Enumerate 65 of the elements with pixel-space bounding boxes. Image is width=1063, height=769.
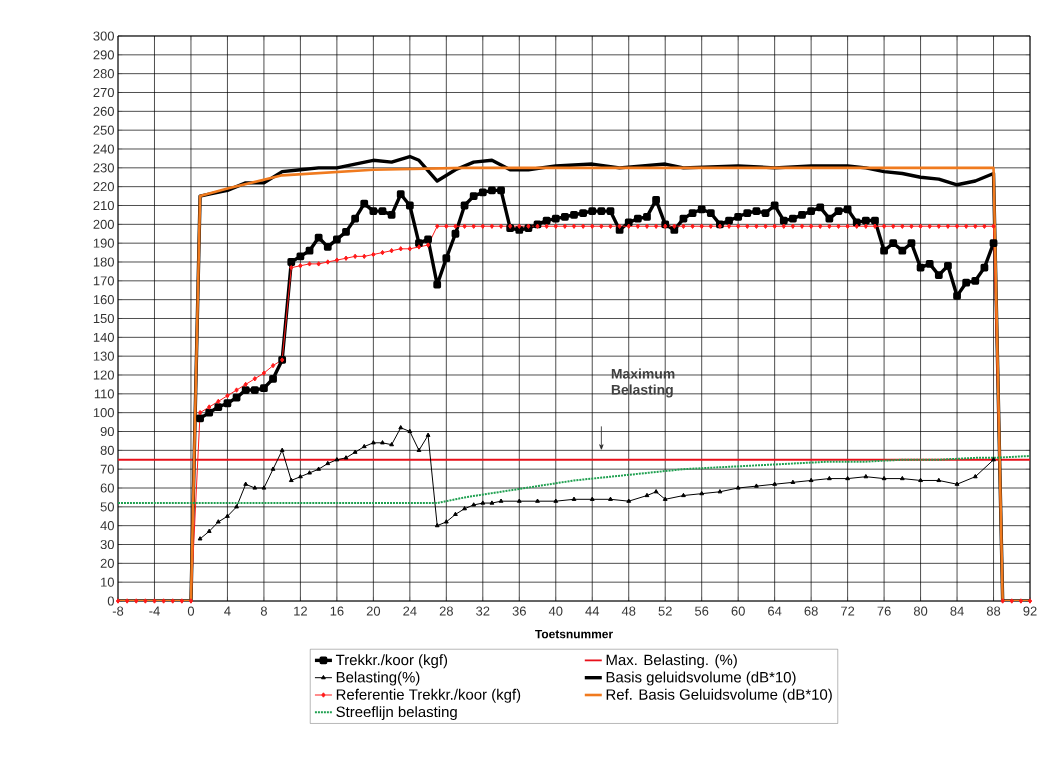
y-tick-label: 290: [93, 50, 114, 60]
y-tick-label: 120: [93, 370, 114, 380]
x-tick-label: 12: [294, 606, 307, 616]
y-tick-label: 270: [93, 87, 114, 98]
y-tick-label: 10: [101, 577, 114, 587]
x-tick-label: 60: [731, 606, 745, 616]
y-tick-label: 100: [93, 408, 114, 418]
legend-label: Referentie Trekkr./koor (kgf): [336, 688, 521, 703]
y-tick-label: 0: [107, 596, 114, 606]
legend-label: Max. Belasting. (%): [606, 654, 737, 669]
y-tick-label: 80: [100, 445, 114, 455]
x-tick-label: 24: [403, 606, 417, 616]
x-tick-label: 20: [366, 606, 381, 616]
x-tick-label: 0: [187, 606, 195, 616]
x-tick-label: 16: [330, 606, 344, 616]
y-tick-label: 230: [93, 163, 114, 173]
x-tick-label: 56: [695, 606, 709, 616]
y-tick-label: 110: [94, 389, 114, 399]
x-tick-label: 28: [439, 606, 453, 616]
y-tick-label: 30: [100, 539, 114, 550]
y-tick-label: 200: [93, 219, 114, 229]
y-tick-label: 190: [93, 238, 114, 248]
x-tick-label: -8: [112, 606, 124, 616]
x-tick-label: 36: [512, 606, 526, 616]
x-tick-label: 72: [841, 606, 855, 616]
y-tick-label: 210: [93, 200, 114, 211]
y-tick-label: 140: [93, 332, 114, 342]
legend-label: Basis geluidsvolume (dB*10): [606, 671, 796, 686]
x-tick-label: 8: [260, 606, 267, 616]
y-tick-label: 260: [93, 106, 114, 116]
x-tick-label: 52: [658, 606, 672, 616]
legend-label: Belasting(%): [336, 671, 420, 686]
y-tick-label: 180: [93, 257, 114, 267]
x-tick-label: 68: [804, 606, 818, 616]
x-tick-label: 92: [1023, 606, 1037, 616]
x-tick-label: 48: [621, 606, 636, 616]
y-tick-label: 280: [93, 69, 114, 79]
y-tick-label: 50: [100, 502, 114, 512]
x-tick-label: 4: [224, 606, 231, 616]
y-tick-label: 160: [93, 295, 114, 305]
x-tick-label: 88: [986, 606, 1001, 616]
y-tick-label: 40: [100, 521, 114, 531]
y-tick-label: 220: [93, 182, 114, 192]
y-tick-label: 60: [100, 483, 114, 493]
legend-label: Streeflijn belasting: [336, 706, 457, 721]
x-tick-label: 80: [913, 606, 928, 616]
x-tick-label: 44: [585, 606, 600, 616]
x-tick-label: -4: [149, 606, 160, 616]
x-tick-label: 64: [768, 606, 782, 616]
y-tick-label: 300: [93, 31, 114, 41]
y-tick-label: 70: [100, 464, 114, 474]
x-tick-label: 32: [476, 606, 490, 616]
x-tick-label: 84: [950, 606, 964, 616]
x-tick-label: 40: [548, 606, 563, 616]
x-tick-label: 76: [877, 606, 891, 616]
legend-label: Trekkr./koor (kgf): [335, 654, 448, 669]
y-tick-label: 240: [93, 144, 114, 154]
y-tick-label: 250: [93, 125, 114, 135]
y-tick-label: 90: [100, 426, 114, 437]
x-axis-title: Toetsnummer: [535, 629, 613, 639]
y-tick-label: 130: [93, 351, 114, 361]
y-tick-label: 20: [100, 558, 114, 568]
y-tick-label: 150: [93, 313, 114, 324]
y-tick-label: 170: [93, 276, 114, 286]
legend-label: Ref. Basis Geluidsvolume (dB*10): [606, 688, 832, 703]
